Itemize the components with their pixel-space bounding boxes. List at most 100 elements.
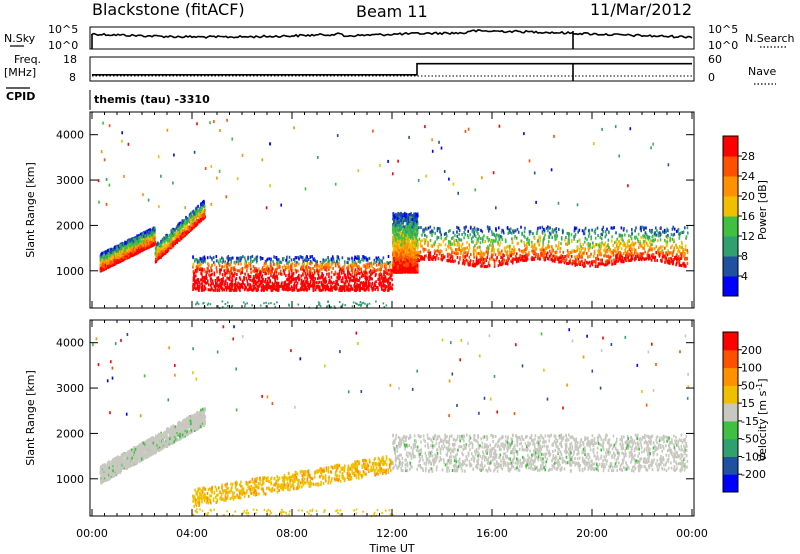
power-cell [295,269,298,273]
power-cell [356,282,358,286]
power-cell [373,270,376,274]
power-cell [139,232,142,236]
power-cell [259,257,262,261]
power-cell [108,261,110,265]
power-cell [247,255,250,259]
power-cell [359,281,362,285]
power-cell [245,262,247,266]
power-cell [303,269,306,273]
power-cell [270,274,272,278]
power-cell [107,249,109,252]
station-title: Blackstone (fitACF) [92,0,245,19]
power-cell [297,255,299,259]
power-cell [160,243,162,247]
power-cell [399,230,401,234]
power-cell [380,275,382,279]
power-cell [274,268,277,272]
power-cell [346,279,349,283]
power-cell [240,257,243,261]
power-cell [273,273,275,277]
power-cell [269,270,272,274]
power-cell [218,261,220,265]
power-cell [276,281,278,285]
power-cell [313,279,316,283]
power-cell [196,269,199,273]
power-cell [300,255,302,259]
power-cell [261,266,264,270]
power-cell [118,259,121,263]
power-cell [132,250,134,254]
power-cell [146,233,149,237]
power-cell [334,264,337,268]
power-cell [197,219,199,223]
power-cell [235,277,238,280]
power-cell [276,287,278,291]
power-cell [225,279,227,283]
power-cell [201,282,203,286]
power-cell [247,274,250,278]
power-cell [146,246,149,250]
power-cell [204,260,207,264]
power-cell [288,260,290,264]
power-cell [372,262,375,266]
power-cell [193,212,195,216]
power-cell [368,256,371,260]
power-cell [300,278,303,282]
power-cell [187,218,189,222]
power-cell [338,261,340,265]
power-cell [206,281,209,285]
power-cell [102,268,105,272]
power-cell [194,258,196,261]
power-cell [238,256,241,260]
power-cell [265,261,267,265]
power-cell [106,256,108,260]
power-cell [209,273,211,277]
power-cell [192,224,194,228]
power-cell [347,288,350,292]
power-cell [240,271,243,275]
power-cell [288,255,291,259]
power-cell [322,260,324,264]
power-cell [141,248,144,252]
power-cell [192,215,194,219]
power-cell [199,266,202,270]
power-cell [224,273,226,277]
power-cell [325,258,328,262]
power-cell [177,232,179,236]
power-cell [356,278,358,282]
power-cell [115,261,117,265]
power-cell [114,251,116,255]
power-cell [110,252,112,256]
power-cell [371,282,373,286]
power-cell [133,244,136,248]
power-cell [149,234,151,238]
power-cell [379,278,381,282]
power-cell [168,237,171,241]
power-cell [212,256,215,260]
power-cell [153,235,155,239]
power-cell [363,284,365,288]
power-cell [271,267,274,271]
power-cell [250,285,252,289]
power-cell [214,288,216,292]
power-cell [339,275,341,279]
power-cell [224,285,227,289]
power-cell [333,272,335,276]
power-cell [364,288,367,292]
power-cell [279,265,281,269]
power-cell [195,207,198,211]
power-cell [256,271,258,275]
power-cell [162,253,164,256]
power-cell [232,274,234,277]
power-cell [322,258,324,262]
power-cell [346,261,348,264]
power-cell [198,264,200,268]
power-cell [347,261,350,265]
power-cell [378,273,380,277]
power-cell [387,285,390,289]
power-cell [273,282,275,286]
power-cell [374,281,376,285]
power-cell [172,241,174,245]
power-cell [392,212,395,216]
power-cell [113,247,115,251]
